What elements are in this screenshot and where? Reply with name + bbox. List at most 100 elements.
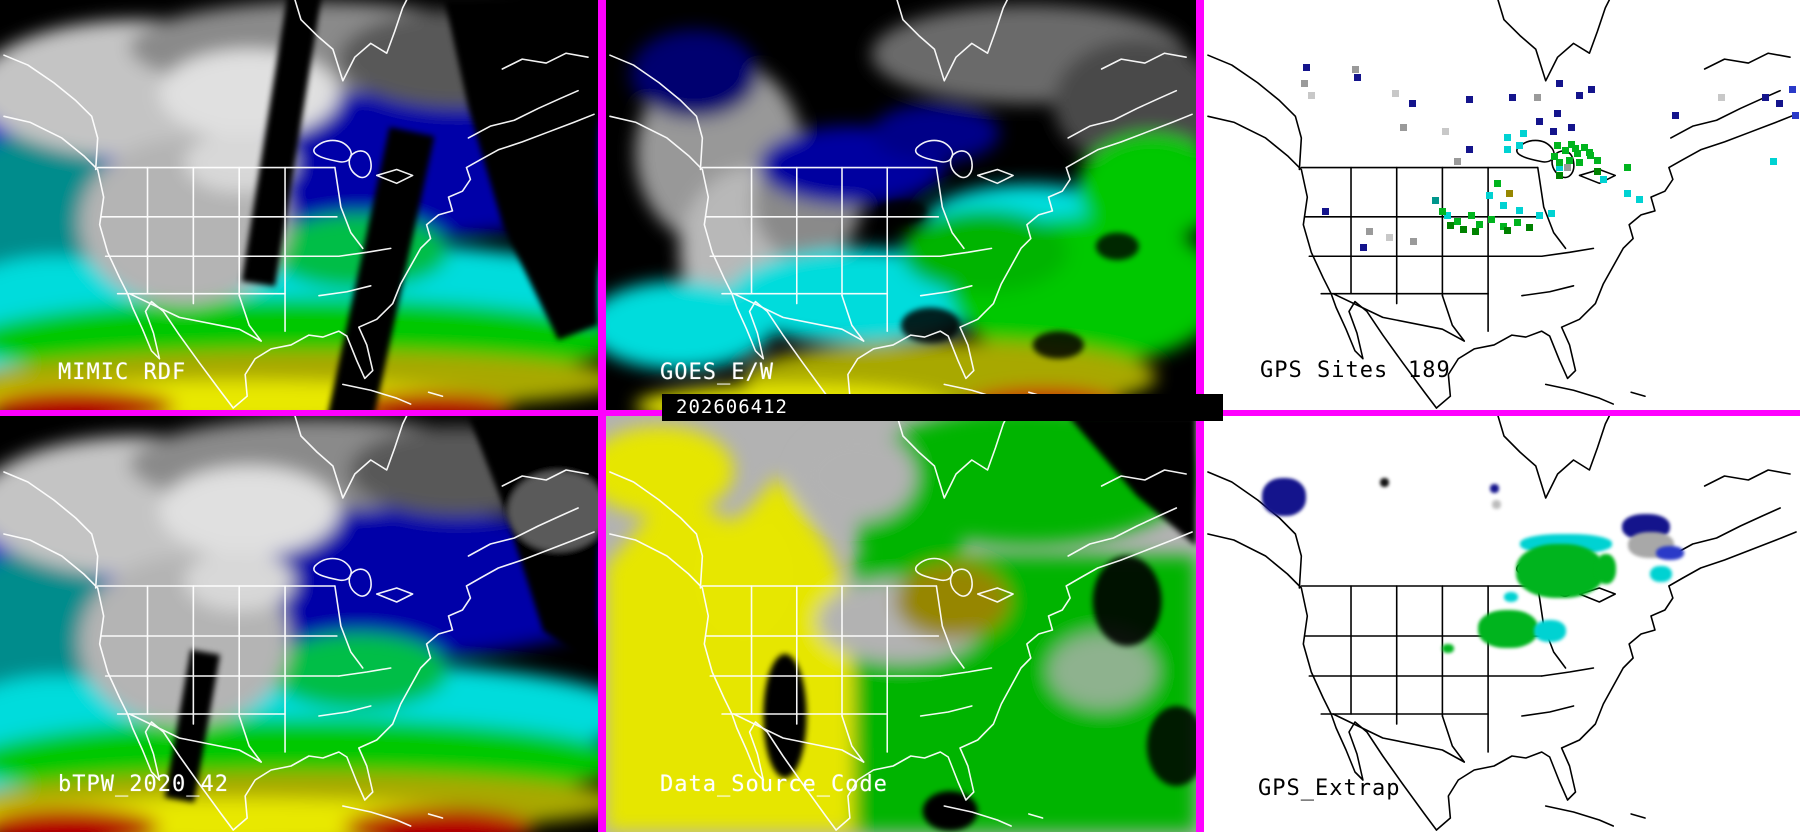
gps-extrap-patch: [1380, 478, 1389, 487]
gps-site-dot: [1454, 218, 1461, 225]
label-data-source-code: Data_Source_Code: [660, 772, 888, 797]
gps-site-dot: [1770, 158, 1777, 165]
panel-gps-sites[interactable]: [1204, 0, 1800, 410]
gps-site-dot: [1624, 164, 1631, 171]
gps-site-dot: [1554, 110, 1561, 117]
gps-site-dot: [1551, 153, 1558, 160]
gps-site-dot: [1509, 94, 1516, 101]
gps-site-dot: [1504, 134, 1511, 141]
gps-site-dot: [1410, 238, 1417, 245]
gps-site-dot: [1581, 144, 1588, 151]
gps-site-dot: [1352, 66, 1359, 73]
goes-ew-imagery: [606, 0, 1196, 410]
gps-site-dot: [1444, 212, 1451, 219]
swath-gaps: [164, 416, 598, 803]
gps-site-dot: [1556, 80, 1563, 87]
divider-vertical-left: [598, 0, 606, 832]
label-btpw: bTPW_2020_42: [58, 772, 229, 797]
gps-site-dot: [1576, 159, 1583, 166]
gps-site-dot: [1776, 100, 1783, 107]
gps-site-dot: [1624, 190, 1631, 197]
gps-extrap-patch: [1504, 592, 1518, 602]
gps-site-dot: [1447, 222, 1454, 229]
gps-site-dot: [1594, 168, 1601, 175]
gps-site-dot: [1442, 128, 1449, 135]
gps-site-dot: [1486, 192, 1493, 199]
gps-site-dot: [1454, 158, 1461, 165]
tpw-color-field: [0, 418, 598, 832]
gps-site-dot: [1504, 227, 1511, 234]
panel-btpw[interactable]: [0, 416, 598, 832]
gps-site-dot: [1526, 224, 1533, 231]
gps-site-dot: [1494, 180, 1501, 187]
gps-site-dot: [1548, 210, 1555, 217]
label-mimic-rdf: MIMIC RDF: [58, 360, 187, 385]
gps-extrap-patch: [1478, 610, 1538, 648]
mimic-rdf-imagery: [0, 0, 598, 410]
gps-site-dot: [1600, 176, 1607, 183]
gps-site-dot: [1568, 141, 1575, 148]
gps-site-dot: [1488, 216, 1495, 223]
gps-extrap-patch: [1262, 478, 1306, 516]
panel-goes-ew[interactable]: [606, 0, 1196, 410]
label-gps-extrap: GPS_Extrap: [1258, 776, 1401, 801]
gps-extrap-patch: [1534, 620, 1566, 642]
gps-site-dot: [1468, 212, 1475, 219]
gps-site-dot: [1556, 172, 1563, 179]
gps-extrap-patch: [1492, 500, 1501, 509]
gps-site-dot: [1504, 146, 1511, 153]
gps-extrap-patch: [1656, 546, 1684, 560]
gps-extrap-patches: [1204, 416, 1800, 832]
gps-extrap-patch: [1490, 484, 1499, 493]
gps-site-dot: [1409, 100, 1416, 107]
gps-site-dot: [1500, 202, 1507, 209]
gps-site-dot: [1562, 147, 1569, 154]
gps-site-dot: [1476, 221, 1483, 228]
gps-site-dot: [1536, 118, 1543, 125]
gps-site-dot: [1564, 164, 1571, 171]
gps-site-dot: [1792, 112, 1799, 119]
gps-site-dot: [1514, 219, 1521, 226]
gps-site-dot: [1472, 228, 1479, 235]
gps-site-dot: [1308, 92, 1315, 99]
gps-site-dot: [1574, 150, 1581, 157]
source-gaps: [763, 416, 1196, 831]
tpw-color-field: [0, 1, 598, 410]
gps-site-dot: [1516, 207, 1523, 214]
gps-site-dot: [1460, 226, 1467, 233]
gps-site-dot: [1586, 149, 1593, 156]
gps-sites-count: 189: [1408, 358, 1451, 383]
gps-site-dot: [1400, 124, 1407, 131]
gps-site-dot: [1500, 223, 1507, 230]
panel-mimic-rdf[interactable]: [0, 0, 598, 410]
gps-site-dot: [1520, 130, 1527, 137]
gps-site-dot: [1789, 86, 1796, 93]
gps-site-dot: [1576, 92, 1583, 99]
panel-data-source-code[interactable]: [606, 416, 1196, 832]
btpw-imagery: [0, 416, 598, 832]
panel-gps-extrap[interactable]: [1204, 416, 1800, 832]
gps-site-dot: [1354, 74, 1361, 81]
timestamp-text: 202606412: [676, 396, 788, 418]
gps-site-dot: [1554, 142, 1561, 149]
gps-site-dot: [1534, 94, 1541, 101]
gps-site-dot: [1572, 145, 1579, 152]
gps-extrap-patch: [1442, 644, 1454, 653]
gps-site-dot: [1718, 94, 1725, 101]
gps-site-dot: [1550, 128, 1557, 135]
gps-site-dot: [1466, 96, 1473, 103]
gps-site-dot: [1762, 94, 1769, 101]
gps-site-dot: [1566, 157, 1573, 164]
gps-site-dot: [1301, 80, 1308, 87]
gps-site-dot: [1366, 228, 1373, 235]
gps-site-dot: [1556, 164, 1563, 171]
gps-extrap-patch: [1596, 554, 1616, 584]
gps-site-dot: [1556, 159, 1563, 166]
gps-site-dot: [1568, 124, 1575, 131]
gps-site-dot: [1466, 146, 1473, 153]
gps-site-dot: [1506, 190, 1513, 197]
label-goes-ew: GOES_E/W: [660, 360, 774, 385]
gps-site-dot: [1360, 244, 1367, 251]
gps-site-dot: [1588, 86, 1595, 93]
